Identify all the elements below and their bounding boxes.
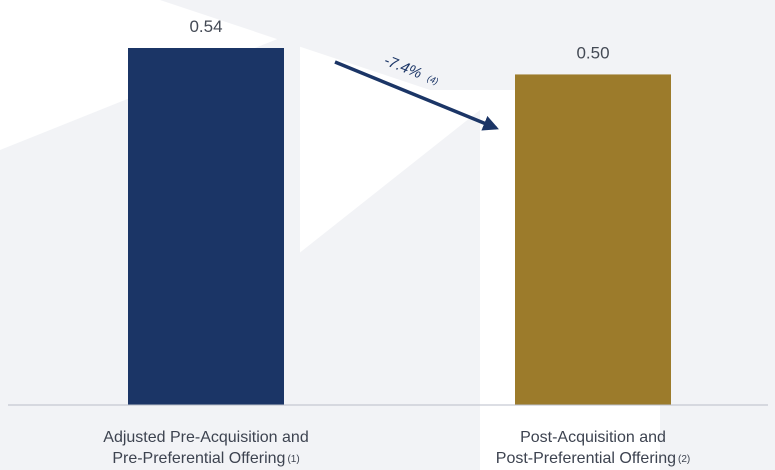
background-shape-right — [240, 110, 480, 470]
category-label-2-line1: Post-Acquisition and — [520, 429, 666, 446]
change-annotation-footnote: (4) — [426, 73, 440, 86]
category-label-1-line1: Adjusted Pre-Acquisition and — [103, 429, 308, 446]
category-label-2-line2: Post-Preferential Offering (2) — [496, 450, 690, 467]
bar-group — [128, 48, 671, 405]
bar-2 — [515, 74, 671, 405]
category-footnote-2: (2) — [678, 454, 690, 465]
value-label-2: 0.50 — [576, 43, 609, 62]
value-label-1: 0.54 — [189, 17, 222, 36]
bar-1 — [128, 48, 284, 405]
category-label-group: Adjusted Pre-Acquisition and Pre-Preferen… — [103, 429, 690, 467]
category-label-1-line2: Pre-Preferential Offering (1) — [112, 450, 299, 467]
value-label-group: 0.54 0.50 — [189, 17, 609, 62]
category-footnote-1: (1) — [287, 454, 299, 465]
background-shape-top — [160, 0, 775, 470]
trend-arrow — [334, 60, 499, 131]
